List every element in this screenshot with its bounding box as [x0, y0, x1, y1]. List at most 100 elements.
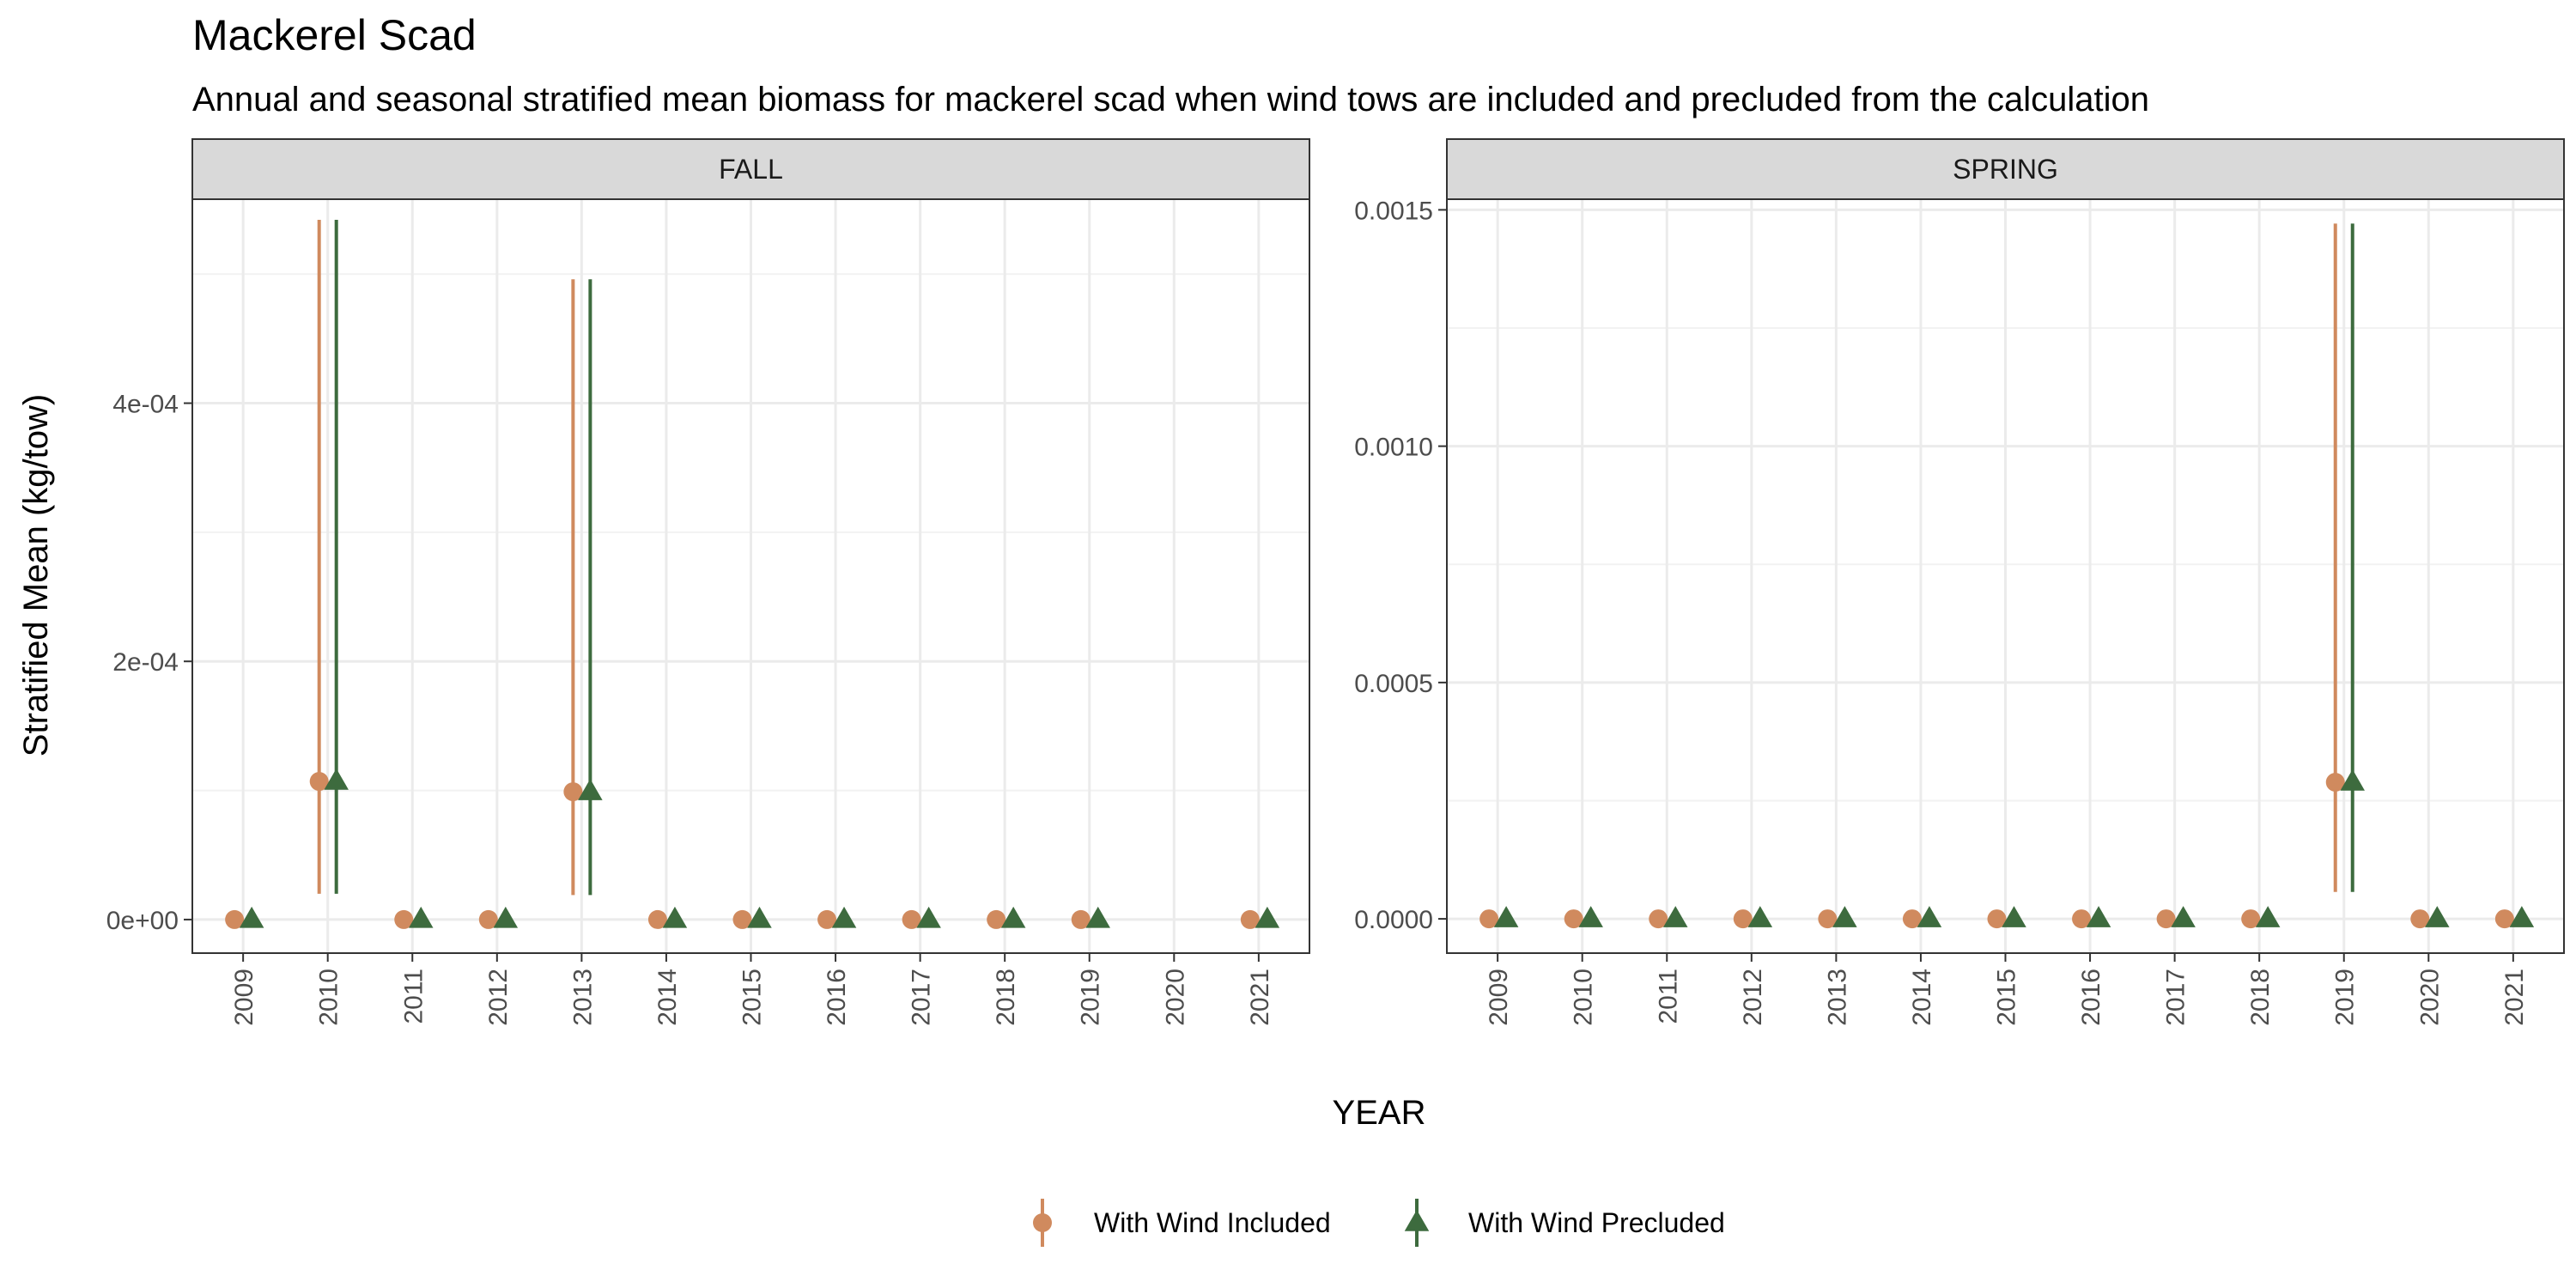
data-point-included — [1818, 909, 1838, 929]
data-point-precluded — [1917, 906, 1942, 927]
x-tick-label: 2015 — [1993, 969, 2021, 1026]
data-point-precluded — [916, 906, 941, 928]
panel-spring: SPRING 0.0000 0.0005 0.0010 0.0015 2009 2010 20… — [1354, 138, 2565, 1026]
data-point-precluded — [831, 906, 857, 928]
panel-fall: FALL 0e+00 2e-04 4e-04 2009 2010 2011 2012 2013 2… — [106, 138, 1310, 1026]
data-point-included — [732, 909, 752, 929]
data-point-included — [2494, 909, 2514, 929]
data-point-precluded — [1747, 906, 1773, 927]
legend-item-included: With Wind Included — [1033, 1199, 1331, 1247]
facet-strip-label: FALL — [719, 154, 783, 185]
data-point-included — [2156, 909, 2176, 929]
data-point-precluded — [1085, 906, 1110, 928]
data-point-included — [225, 909, 245, 929]
legend-key-triangle — [1404, 1210, 1430, 1231]
legend-label: With Wind Precluded — [1468, 1207, 1725, 1238]
x-tick-label: 2010 — [1570, 969, 1598, 1026]
data-point-precluded — [493, 906, 519, 928]
data-point-included — [563, 782, 583, 802]
x-tick-label: 2009 — [1485, 969, 1513, 1026]
x-tick-label: 2020 — [1161, 969, 1189, 1026]
data-point-precluded — [578, 779, 603, 800]
y-tick-label: 0.0010 — [1354, 434, 1433, 462]
data-point-precluded — [1255, 906, 1280, 928]
y-tick-label: 0e+00 — [106, 907, 179, 935]
data-point-included — [1733, 909, 1753, 929]
data-point-precluded — [1000, 906, 1026, 928]
data-point-precluded — [1832, 906, 1857, 927]
x-tick-label: 2018 — [2246, 969, 2275, 1026]
data-point-included — [394, 909, 414, 929]
data-point-precluded — [2509, 906, 2535, 927]
x-tick-label: 2019 — [1077, 969, 1105, 1026]
data-point-precluded — [1663, 906, 1688, 927]
data-point-precluded — [1493, 906, 1519, 927]
x-tick-label: 2012 — [484, 969, 513, 1026]
data-point-precluded — [2340, 769, 2365, 791]
facet-strip — [1446, 138, 2565, 200]
x-axis-label: YEAR — [1333, 1094, 1426, 1132]
x-tick-label: 2019 — [2331, 969, 2360, 1026]
data-point-included — [1987, 909, 2007, 929]
panel-border — [1446, 198, 2565, 954]
data-point-included — [817, 909, 837, 929]
y-tick-label: 4e-04 — [112, 391, 179, 419]
chart-title: Mackerel Scad — [192, 11, 477, 59]
x-tick-label: 2010 — [315, 969, 343, 1026]
y-tick-label: 0.0015 — [1354, 197, 1433, 225]
legend: With Wind Included With Wind Precluded — [1033, 1199, 1725, 1247]
data-point-included — [987, 909, 1006, 929]
data-point-included — [2410, 909, 2430, 929]
x-tick-label: 2016 — [823, 969, 851, 1026]
data-point-included — [1479, 909, 1499, 929]
x-tick-label: 2016 — [2077, 969, 2105, 1026]
x-tick-label: 2011 — [399, 969, 428, 1024]
x-tick-label: 2012 — [1739, 969, 1767, 1026]
data-point-included — [2325, 773, 2345, 793]
data-point-included — [1071, 909, 1091, 929]
data-point-precluded — [324, 769, 349, 790]
data-point-included — [1564, 909, 1583, 929]
x-tick-label: 2020 — [2415, 969, 2444, 1026]
data-point-included — [2241, 909, 2261, 929]
data-point-precluded — [2425, 906, 2450, 927]
y-tick-label: 0.0000 — [1354, 906, 1433, 934]
data-point-included — [478, 909, 498, 929]
x-tick-label: 2014 — [1908, 969, 1936, 1026]
legend-key-circle — [1033, 1213, 1052, 1232]
x-tick-label: 2017 — [908, 969, 936, 1026]
x-tick-label: 2021 — [2500, 969, 2529, 1026]
x-tick-label: 2015 — [738, 969, 767, 1026]
y-tick-label: 0.0005 — [1354, 670, 1433, 698]
x-tick-label: 2013 — [568, 969, 597, 1026]
data-point-included — [2072, 909, 2092, 929]
data-point-precluded — [2171, 906, 2196, 927]
legend-label: With Wind Included — [1094, 1207, 1331, 1238]
data-point-included — [1240, 909, 1260, 929]
facet-strip — [191, 138, 1310, 200]
chart-subtitle: Annual and seasonal stratified mean biom… — [192, 81, 2149, 118]
data-point-included — [309, 772, 329, 792]
data-point-precluded — [2255, 906, 2281, 927]
data-point-included — [1902, 909, 1922, 929]
x-tick-label: 2021 — [1246, 969, 1274, 1026]
data-point-included — [647, 909, 667, 929]
data-point-precluded — [239, 906, 264, 928]
x-tick-label: 2009 — [230, 969, 258, 1026]
y-axis-label: Stratified Mean (kg/tow) — [17, 394, 55, 756]
data-point-precluded — [662, 906, 688, 928]
facet-strip-label: SPRING — [1953, 154, 2058, 185]
data-point-included — [1649, 909, 1668, 929]
data-point-precluded — [2086, 906, 2111, 927]
x-tick-label: 2017 — [2162, 969, 2190, 1026]
y-tick-label: 2e-04 — [112, 648, 179, 677]
data-point-included — [902, 909, 921, 929]
data-point-precluded — [747, 906, 772, 928]
x-tick-label: 2011 — [1654, 969, 1682, 1024]
x-tick-label: 2018 — [992, 969, 1020, 1026]
data-point-precluded — [409, 906, 434, 928]
panel-border — [191, 198, 1310, 954]
data-point-precluded — [2002, 906, 2026, 927]
data-point-precluded — [1578, 906, 1603, 927]
